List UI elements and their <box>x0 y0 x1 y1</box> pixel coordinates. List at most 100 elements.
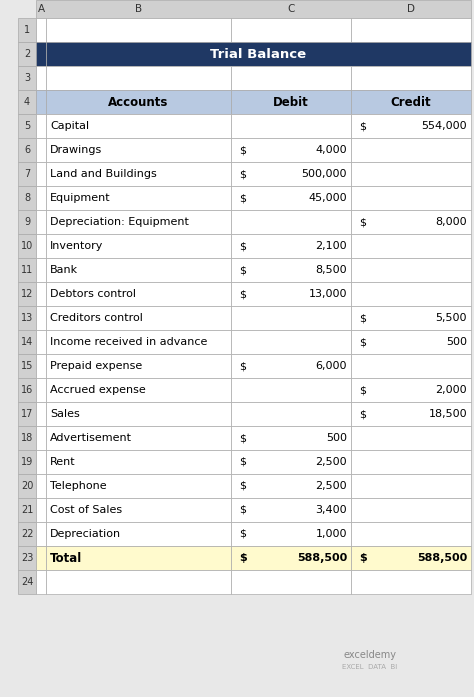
Bar <box>231 498 351 522</box>
Text: Total: Total <box>50 551 82 565</box>
Bar <box>46 426 231 450</box>
Bar <box>18 234 36 258</box>
Bar <box>18 450 36 474</box>
Bar <box>46 138 231 162</box>
Bar <box>18 498 36 522</box>
Text: 6: 6 <box>24 145 30 155</box>
Bar <box>231 402 351 426</box>
Text: 6,000: 6,000 <box>316 361 347 371</box>
Text: 500: 500 <box>446 337 467 347</box>
Bar <box>36 330 46 354</box>
Text: EXCEL  DATA  BI: EXCEL DATA BI <box>342 664 398 670</box>
Bar <box>231 450 351 474</box>
Bar <box>36 450 46 474</box>
Bar <box>231 522 351 546</box>
Bar <box>231 306 351 330</box>
Text: 3,400: 3,400 <box>315 505 347 515</box>
Bar <box>36 474 46 498</box>
Text: Credit: Credit <box>391 95 431 109</box>
Bar <box>36 426 46 450</box>
Bar <box>351 90 471 114</box>
Bar <box>36 0 471 18</box>
Bar <box>231 570 351 594</box>
Bar <box>231 258 351 282</box>
Bar <box>18 162 36 186</box>
Text: Accounts: Accounts <box>109 95 169 109</box>
Text: 2,100: 2,100 <box>315 241 347 251</box>
Text: 3: 3 <box>24 73 30 83</box>
Text: 23: 23 <box>21 553 33 563</box>
Bar <box>18 210 36 234</box>
Text: D: D <box>407 4 415 14</box>
Text: $: $ <box>239 241 246 251</box>
Text: exceldemy: exceldemy <box>344 650 396 660</box>
Bar <box>351 330 471 354</box>
Bar <box>18 42 36 66</box>
Bar <box>18 282 36 306</box>
Bar <box>46 18 231 42</box>
Bar <box>351 450 471 474</box>
Bar <box>36 282 46 306</box>
Text: $: $ <box>239 289 246 299</box>
Text: $: $ <box>359 313 366 323</box>
Bar <box>46 354 231 378</box>
Bar <box>36 522 46 546</box>
Bar <box>18 138 36 162</box>
Text: 9: 9 <box>24 217 30 227</box>
Text: 1,000: 1,000 <box>316 529 347 539</box>
Bar <box>231 546 351 570</box>
Bar <box>351 258 471 282</box>
Text: 18: 18 <box>21 433 33 443</box>
Text: 13,000: 13,000 <box>309 289 347 299</box>
Text: 13: 13 <box>21 313 33 323</box>
Bar <box>46 546 231 570</box>
Text: Advertisement: Advertisement <box>50 433 132 443</box>
Bar <box>351 66 471 90</box>
Text: 16: 16 <box>21 385 33 395</box>
Bar <box>351 282 471 306</box>
Text: Capital: Capital <box>50 121 89 131</box>
Bar <box>231 66 351 90</box>
Bar <box>36 354 46 378</box>
Bar <box>351 378 471 402</box>
Text: $: $ <box>359 217 366 227</box>
Text: Creditors control: Creditors control <box>50 313 143 323</box>
Bar <box>46 450 231 474</box>
Text: 4,000: 4,000 <box>315 145 347 155</box>
Bar <box>351 138 471 162</box>
Text: 4: 4 <box>24 97 30 107</box>
Text: 2,000: 2,000 <box>436 385 467 395</box>
Text: 7: 7 <box>24 169 30 179</box>
Text: A: A <box>37 4 45 14</box>
Bar <box>46 474 231 498</box>
Bar <box>351 570 471 594</box>
Bar <box>351 162 471 186</box>
Text: $: $ <box>239 145 246 155</box>
Bar <box>231 474 351 498</box>
Bar <box>18 522 36 546</box>
Bar <box>46 42 471 66</box>
Bar <box>46 258 231 282</box>
Bar <box>36 90 46 114</box>
Bar <box>46 306 231 330</box>
Bar <box>46 234 231 258</box>
Bar <box>351 546 471 570</box>
Bar <box>36 234 46 258</box>
Bar <box>46 210 231 234</box>
Bar <box>36 114 46 138</box>
Text: Sales: Sales <box>50 409 80 419</box>
Text: Inventory: Inventory <box>50 241 103 251</box>
Bar <box>351 498 471 522</box>
Text: Depreciation: Equipment: Depreciation: Equipment <box>50 217 189 227</box>
Bar <box>351 306 471 330</box>
Text: $: $ <box>239 529 246 539</box>
Bar <box>351 234 471 258</box>
Bar <box>36 66 46 90</box>
Text: $: $ <box>359 553 367 563</box>
Bar <box>231 378 351 402</box>
Text: 14: 14 <box>21 337 33 347</box>
Bar <box>36 402 46 426</box>
Bar <box>231 330 351 354</box>
Bar <box>36 162 46 186</box>
Text: 2: 2 <box>24 49 30 59</box>
